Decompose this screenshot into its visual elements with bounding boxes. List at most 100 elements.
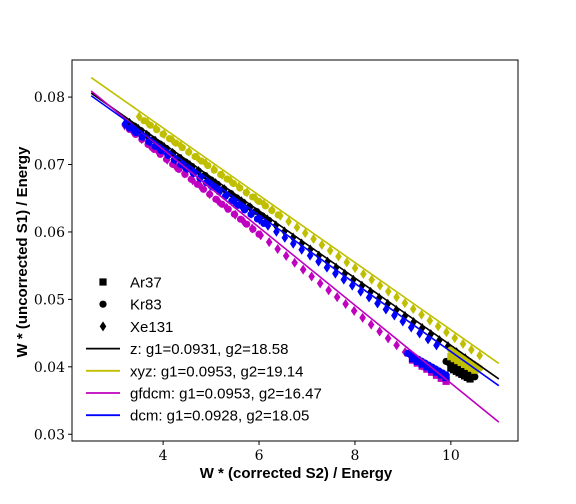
data-point-dcm-circle — [132, 129, 140, 137]
data-point-xyz-diamond — [310, 234, 317, 245]
data-point-dcm-diamond — [315, 256, 322, 267]
data-point-xyz-diamond — [418, 309, 425, 320]
data-point-z-square — [466, 375, 474, 383]
data-point-gfdcm-diamond — [325, 285, 332, 296]
data-point-gfdcm-diamond — [350, 305, 358, 316]
data-point-xyz-circle — [255, 197, 263, 206]
data-point-xyz-diamond — [343, 257, 351, 268]
legend-label: Xe131 — [130, 319, 173, 336]
data-point-dcm-circle — [125, 124, 134, 132]
data-point-xyz-diamond — [285, 216, 292, 227]
data-point-gfdcm-circle — [199, 185, 208, 193]
data-point-xyz-circle — [146, 121, 154, 129]
data-point-xyz-circle — [165, 135, 174, 143]
legend-label: Kr83 — [130, 297, 162, 314]
y-axis-label: W * (uncorrected S1) / Energy — [14, 146, 31, 358]
data-point-xyz-circle — [204, 161, 212, 170]
y-tick-label: 0.05 — [34, 292, 65, 308]
y-tick-label: 0.06 — [34, 225, 65, 241]
data-point-xyz-circle — [185, 148, 193, 156]
data-point-xyz-circle — [172, 139, 180, 147]
data-point-gfdcm-circle — [212, 195, 220, 203]
data-point-xyz-circle — [153, 126, 161, 134]
y-tick-label: 0.03 — [34, 427, 65, 443]
data-point-xyz-circle — [140, 117, 148, 125]
data-point-gfdcm-diamond — [367, 319, 375, 330]
y-tick-label: 0.04 — [34, 360, 65, 376]
y-axis-ticks: 0.03 0.04 0.05 0.06 0.07 0.08 — [34, 90, 72, 443]
fit-line — [90, 90, 500, 423]
x-tick-label: 8 — [350, 448, 359, 464]
data-point-gfdcm-diamond — [299, 264, 307, 275]
data-point-dcm-diamond — [289, 238, 297, 249]
plot-frame — [71, 59, 519, 442]
data-point-gfdcm-circle — [206, 190, 214, 198]
data-point-xyz-circle — [261, 202, 270, 210]
data-point-xyz-diamond — [451, 333, 459, 344]
data-point-gfdcm-circle — [243, 220, 251, 228]
legend-label: z: g1=0.0931, g2=18.58 — [130, 341, 288, 358]
data-point-dcm-square — [418, 360, 426, 368]
data-point-xyz-diamond — [459, 338, 467, 349]
data-point-gfdcm-diamond — [282, 250, 290, 261]
data-point-dcm-diamond — [273, 226, 280, 237]
data-point-xyz-diamond — [443, 327, 450, 338]
data-point-xyz-diamond — [426, 315, 434, 326]
data-point-xyz-circle — [268, 206, 276, 215]
data-point-xyz-diamond — [135, 111, 143, 122]
data-point-xyz-diamond — [351, 263, 359, 274]
data-point-gfdcm-diamond — [274, 244, 281, 255]
data-point-xyz-circle — [249, 193, 257, 201]
data-point-xyz-diamond — [434, 321, 442, 332]
fit-line — [90, 76, 500, 365]
data-point-xyz-diamond — [368, 274, 375, 285]
data-point-dcm-circle — [138, 133, 146, 141]
data-point-dcm-circle — [164, 151, 172, 159]
data-point-gfdcm-diamond — [359, 312, 366, 323]
data-point-xyz-square — [471, 366, 479, 374]
data-point-dcm-square — [423, 363, 431, 371]
data-point-gfdcm-diamond — [240, 216, 247, 227]
data-point-gfdcm-circle — [230, 210, 238, 218]
data-point-xyz-diamond — [468, 344, 475, 355]
data-point-gfdcm-circle — [187, 175, 195, 183]
data-point-xyz-circle — [159, 130, 167, 138]
data-point-xyz-circle — [217, 170, 225, 179]
data-point-dcm-circle — [202, 178, 210, 187]
legend-label: gfdcm: g1=0.0953, g2=16.47 — [130, 386, 322, 403]
fit-line — [90, 92, 500, 380]
data-point-gfdcm-diamond — [393, 340, 400, 351]
data-point-xyz-diamond — [326, 245, 334, 256]
data-point-gfdcm-diamond — [333, 292, 341, 303]
data-point-xyz-diamond — [401, 298, 409, 309]
data-point-dcm-circle — [260, 219, 268, 228]
data-point-dcm-circle — [241, 206, 249, 214]
legend-marker-kr83 — [99, 300, 107, 308]
data-point-dcm-square — [442, 374, 450, 382]
data-point-xyz-diamond — [318, 239, 326, 250]
data-point-dcm-diamond — [298, 244, 305, 255]
data-point-xyz-circle — [274, 211, 282, 219]
data-point-xyz-diamond — [409, 303, 417, 314]
data-point-dcm-circle — [253, 215, 262, 223]
data-point-dcm-square — [428, 365, 436, 374]
data-point-dcm-circle — [247, 210, 255, 218]
legend-marker-xe131 — [99, 321, 107, 332]
data-point-gfdcm-circle — [255, 230, 263, 238]
data-point-gfdcm-diamond — [308, 271, 315, 282]
legend-label: Ar37 — [130, 275, 162, 292]
data-point-xyz-diamond — [335, 251, 342, 262]
data-point-dcm-square — [413, 357, 421, 366]
data-point-dcm-diamond — [340, 274, 348, 285]
data-point-gfdcm-circle — [193, 180, 201, 188]
data-point-gfdcm-diamond — [376, 326, 383, 337]
data-point-dcm-diamond — [433, 340, 440, 351]
data-point-gfdcm-diamond — [342, 298, 349, 309]
data-point-xyz-circle — [191, 152, 199, 161]
data-point-dcm-diamond — [129, 125, 137, 136]
data-point-gfdcm-circle — [249, 225, 257, 233]
data-point-dcm-diamond — [365, 292, 373, 303]
data-point-xyz-diamond — [376, 280, 384, 291]
data-point-xyz-diamond — [293, 222, 301, 233]
data-point-xyz-diamond — [144, 117, 151, 128]
